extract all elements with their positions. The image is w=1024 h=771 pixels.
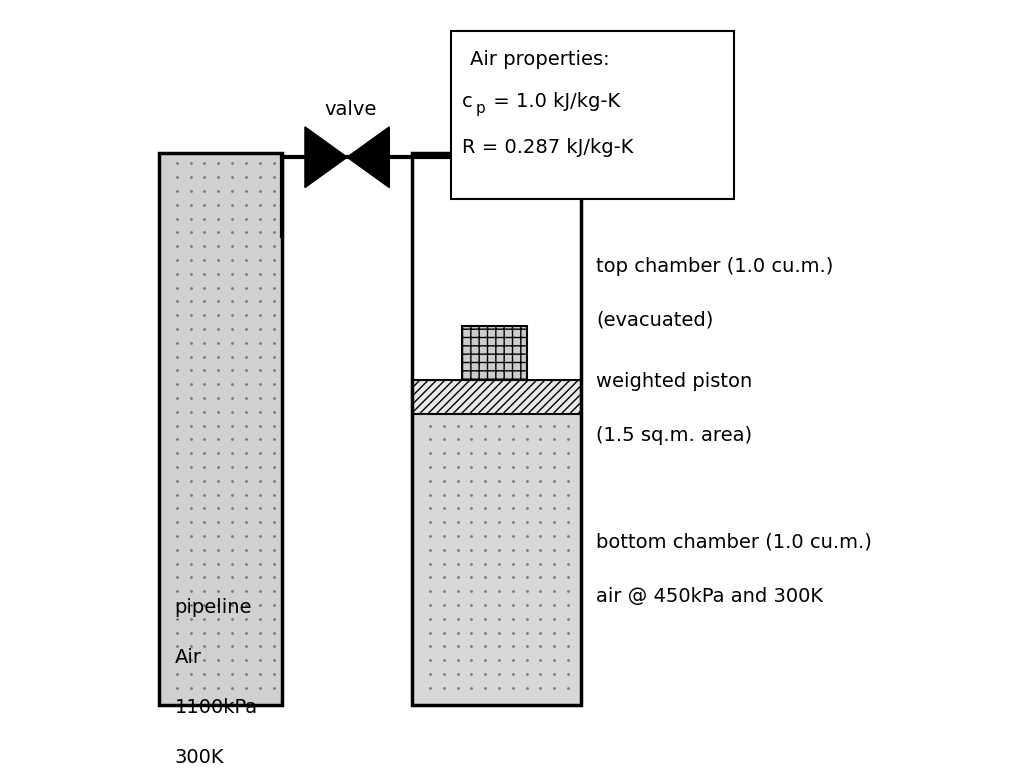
Polygon shape [305,127,347,187]
Text: Air properties:: Air properties: [470,50,609,69]
Text: 300K: 300K [174,748,224,766]
Bar [160,153,282,705]
Text: 1100kPa: 1100kPa [174,698,258,717]
Text: air @ 450kPa and 300K: air @ 450kPa and 300K [596,587,823,606]
Bar [413,153,581,705]
Text: pipeline: pipeline [174,598,252,617]
Text: weighted piston: weighted piston [596,372,753,391]
Text: Air: Air [174,648,202,667]
Bar [462,326,527,379]
Text: p: p [476,101,485,116]
Bar [413,414,581,705]
Polygon shape [347,127,389,187]
Text: top chamber (1.0 cu.m.): top chamber (1.0 cu.m.) [596,257,834,276]
Bar [451,31,734,200]
Text: c: c [462,92,473,111]
Text: (evacuated): (evacuated) [596,311,714,329]
Bar [413,379,581,414]
Text: = 1.0 kJ/kg-K: = 1.0 kJ/kg-K [486,92,620,111]
Text: R = 0.287 kJ/kg-K: R = 0.287 kJ/kg-K [462,138,634,157]
Text: (1.5 sq.m. area): (1.5 sq.m. area) [596,426,753,445]
Text: bottom chamber (1.0 cu.m.): bottom chamber (1.0 cu.m.) [596,533,872,552]
Text: valve: valve [325,100,377,119]
Bar [413,153,581,705]
